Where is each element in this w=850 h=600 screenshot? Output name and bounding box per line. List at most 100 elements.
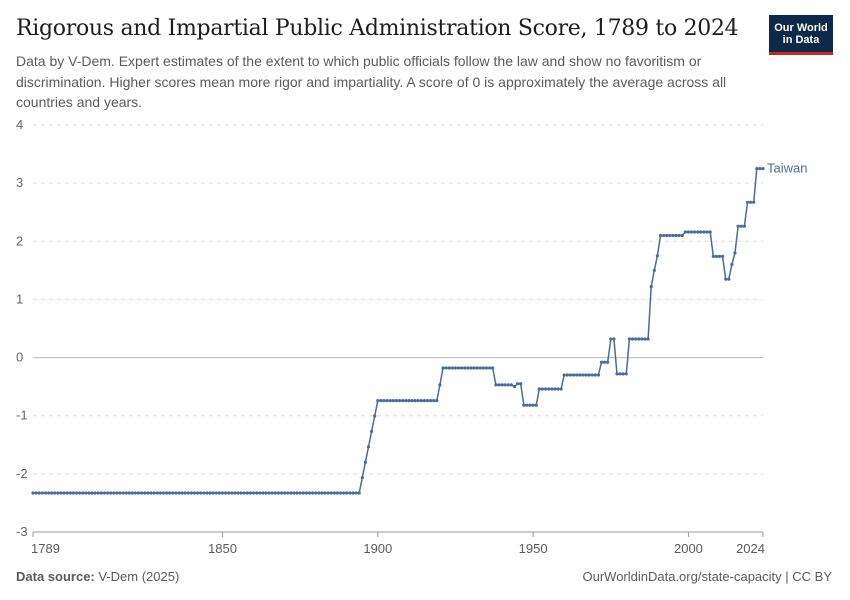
data-point <box>276 491 280 495</box>
data-point <box>509 383 513 387</box>
data-point <box>534 403 538 407</box>
data-source-value[interactable]: V-Dem (2025) <box>98 569 180 584</box>
data-point <box>342 491 346 495</box>
data-point <box>497 383 501 387</box>
data-point <box>503 383 507 387</box>
data-point <box>115 491 119 495</box>
data-point <box>90 491 94 495</box>
owid-logo[interactable]: Our World in Data <box>769 15 833 55</box>
data-point <box>730 262 734 267</box>
data-point <box>683 230 687 234</box>
data-point <box>252 491 256 495</box>
data-point <box>441 366 445 370</box>
data-point <box>239 491 243 495</box>
data-point <box>311 491 315 495</box>
data-point <box>758 167 762 171</box>
data-point <box>261 491 265 495</box>
data-point <box>53 491 57 495</box>
data-point <box>109 491 113 495</box>
data-point <box>379 399 383 403</box>
data-point <box>152 491 156 495</box>
data-point <box>488 366 492 370</box>
data-point <box>370 429 374 433</box>
data-point <box>714 254 719 258</box>
data-point <box>233 491 237 495</box>
data-point <box>62 491 66 495</box>
data-point <box>388 399 392 403</box>
data-point <box>363 460 367 464</box>
data-point <box>466 366 470 370</box>
data-point <box>68 491 72 495</box>
data-point <box>522 403 526 407</box>
data-point <box>453 366 458 370</box>
data-point <box>640 337 644 341</box>
data-point <box>180 491 184 495</box>
data-point <box>376 399 380 403</box>
data-point <box>317 491 321 495</box>
data-point <box>702 230 706 234</box>
data-point <box>127 491 131 495</box>
data-point <box>338 491 343 495</box>
data-point <box>478 366 482 370</box>
footer-link[interactable]: OurWorldinData.org/state-capacity | CC B… <box>582 569 832 584</box>
data-point <box>562 373 566 377</box>
data-point <box>74 491 79 495</box>
data-point <box>711 254 715 258</box>
data-point <box>425 399 430 403</box>
data-point <box>174 491 178 495</box>
data-point <box>348 491 352 495</box>
data-point <box>752 200 756 204</box>
y-tick-label: -1 <box>16 408 28 423</box>
data-point <box>304 491 308 495</box>
data-point <box>596 373 601 377</box>
x-tick-label: 1789 <box>31 541 60 556</box>
data-point <box>749 200 753 204</box>
data-point <box>323 491 327 495</box>
data-point <box>668 233 672 238</box>
data-point <box>516 382 520 386</box>
series-layer: Taiwan <box>31 161 807 495</box>
data-source-label: Data source: <box>16 569 95 584</box>
data-point <box>87 491 91 495</box>
line-chart: 4 3 2 1 0 -1 -2 -3 1789 1850 1900 1950 2000 2024 Tai… <box>16 117 807 556</box>
data-point <box>593 373 597 377</box>
data-point <box>286 491 290 495</box>
data-point <box>525 403 529 407</box>
data-point <box>242 491 246 495</box>
data-point <box>410 399 414 403</box>
data-point <box>205 491 209 495</box>
data-point <box>519 382 523 386</box>
data-point <box>130 491 134 495</box>
data-point <box>609 337 613 341</box>
data-point <box>481 366 485 370</box>
data-point <box>121 491 125 495</box>
data-point <box>46 491 51 495</box>
data-point <box>161 491 166 495</box>
data-point <box>99 491 103 495</box>
data-point <box>351 491 355 495</box>
logo-line-1: Our World <box>774 21 828 34</box>
data-point <box>500 383 504 387</box>
data-point <box>463 366 467 370</box>
data-point <box>404 399 408 403</box>
y-tick-label: 4 <box>16 117 23 132</box>
data-point <box>717 254 722 258</box>
data-point <box>267 491 271 495</box>
data-point <box>301 491 305 495</box>
data-point <box>329 491 333 495</box>
data-point <box>84 491 88 495</box>
data-point <box>643 337 647 341</box>
series-line <box>33 167 763 494</box>
data-point <box>298 491 302 495</box>
data-point <box>283 491 287 495</box>
data-point <box>37 491 41 495</box>
data-point <box>615 372 619 376</box>
data-point <box>584 373 588 377</box>
data-point <box>652 268 656 272</box>
data-source: Data source: V-Dem (2025) <box>16 569 179 584</box>
data-point <box>224 491 228 495</box>
data-point <box>273 491 277 495</box>
data-point <box>512 385 517 389</box>
data-point <box>469 366 473 370</box>
data-point <box>438 383 442 387</box>
